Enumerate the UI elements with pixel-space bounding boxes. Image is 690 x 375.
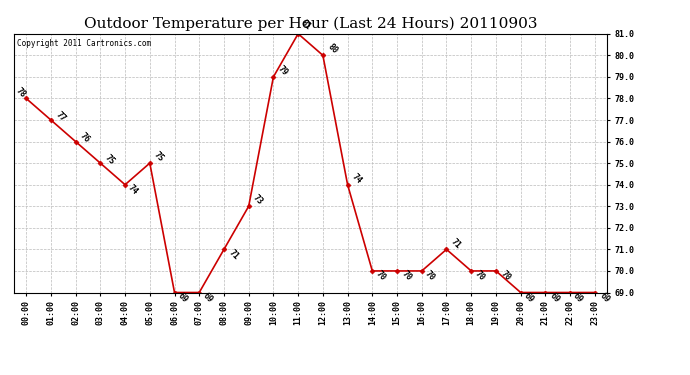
Text: Copyright 2011 Cartronics.com: Copyright 2011 Cartronics.com (17, 39, 151, 48)
Text: 74: 74 (351, 172, 364, 185)
Text: 69: 69 (571, 291, 585, 304)
Text: 74: 74 (126, 183, 140, 196)
Text: 71: 71 (227, 248, 240, 261)
Text: 77: 77 (54, 110, 67, 123)
Text: 69: 69 (598, 291, 611, 304)
Text: 69: 69 (176, 291, 189, 304)
Text: 69: 69 (548, 291, 562, 304)
Text: 70: 70 (423, 269, 437, 283)
Text: 75: 75 (103, 153, 117, 166)
Text: 71: 71 (449, 237, 463, 250)
Text: 78: 78 (14, 86, 27, 99)
Text: 76: 76 (79, 132, 92, 145)
Text: 80: 80 (326, 42, 339, 56)
Text: 70: 70 (499, 269, 512, 283)
Text: 73: 73 (251, 194, 265, 207)
Text: 69: 69 (522, 291, 535, 304)
Text: 79: 79 (276, 64, 290, 78)
Text: 75: 75 (152, 150, 166, 164)
Text: 69: 69 (201, 291, 214, 304)
Title: Outdoor Temperature per Hour (Last 24 Hours) 20110903: Outdoor Temperature per Hour (Last 24 Ho… (83, 17, 538, 31)
Text: 70: 70 (374, 269, 387, 283)
Text: 70: 70 (400, 269, 413, 283)
Text: 81: 81 (299, 18, 313, 32)
Text: 70: 70 (473, 269, 486, 283)
